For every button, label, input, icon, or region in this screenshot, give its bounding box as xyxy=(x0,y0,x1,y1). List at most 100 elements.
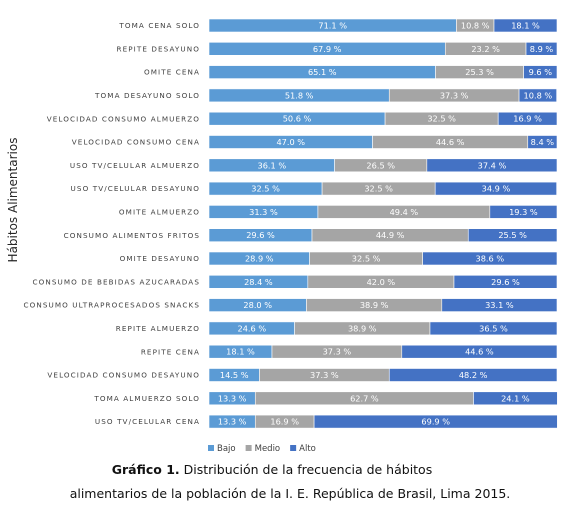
data-label: 18.1 % xyxy=(511,21,540,31)
category-label: VELOCIDAD CONSUMO DESAYUNO xyxy=(47,371,200,380)
data-label: 34.9 % xyxy=(482,184,511,194)
caption-label: Gráfico 1. xyxy=(111,462,180,477)
bar-segment-alto xyxy=(518,88,557,103)
bar-segment-alto xyxy=(426,158,558,173)
data-label: 9.6 % xyxy=(529,67,553,77)
category-label: OMITE CENA xyxy=(144,68,200,77)
data-label: 13.3 % xyxy=(218,393,247,403)
caption-text-1: Distribución de la frecuencia de hábitos xyxy=(183,462,433,477)
data-label: 26.5 % xyxy=(366,160,395,170)
data-label: 24.6 % xyxy=(237,323,266,333)
data-label: 28.0 % xyxy=(243,300,272,310)
data-label: 44.6 % xyxy=(465,347,494,357)
data-label: 13.3 % xyxy=(218,417,247,427)
data-label: 38.6 % xyxy=(476,254,505,264)
data-label: 36.5 % xyxy=(479,323,508,333)
data-label: 8.9 % xyxy=(530,44,554,54)
data-label: 37.3 % xyxy=(440,90,469,100)
bar-segment-alto xyxy=(388,368,558,382)
category-label: VELOCIDAD CONSUMO ALMUERZO xyxy=(47,114,200,123)
data-label: 10.8 % xyxy=(461,21,490,31)
bar-segment-alto xyxy=(493,18,558,33)
bar-segment-alto xyxy=(467,228,558,242)
data-label: 19.3 % xyxy=(509,207,538,217)
data-label: 37.4 % xyxy=(478,160,507,170)
category-label: USO TV/CELULAR CENA xyxy=(95,417,200,426)
data-label: 29.6 % xyxy=(491,277,520,287)
data-label: 28.4 % xyxy=(244,277,273,287)
data-label: 14.5 % xyxy=(220,370,249,380)
bar-segment-alto xyxy=(401,344,558,359)
stacked-bar-chart: Hábitos Alimentarios 71.1 % 10.8 % 18.1 % 6… xyxy=(6,18,558,454)
chart-svg: Hábitos Alimentarios 71.1 % 10.8 % 18.1 % 6… xyxy=(6,18,558,454)
bar-segment-alto xyxy=(497,111,558,126)
figure-caption-line2: alimentarios de la población de la I. E.… xyxy=(8,486,564,501)
data-label: 33.1 % xyxy=(485,300,514,310)
caption-text-2: alimentarios de la población de la I. E.… xyxy=(69,486,511,501)
bar-segment-alto xyxy=(489,205,558,219)
category-label: VELOCIDAD CONSUMO CENA xyxy=(72,138,200,147)
data-label: 25.3 % xyxy=(465,67,494,77)
data-label: 67.9 % xyxy=(313,44,342,54)
data-label: 51.8 % xyxy=(285,90,314,100)
data-label: 32.5 % xyxy=(352,254,381,264)
bar-segment-alto xyxy=(527,135,558,149)
figure-caption-line1: Gráfico 1. Distribución de la frecuencia… xyxy=(0,462,554,477)
category-label: TOMA DESAYUNO SOLO xyxy=(94,91,200,100)
bar-segment-alto xyxy=(313,414,558,429)
category-label: REPITE CENA xyxy=(141,347,200,356)
data-label: 16.9 % xyxy=(513,114,542,124)
bar-segment-alto xyxy=(473,391,558,406)
data-label: 50.6 % xyxy=(283,114,312,124)
y-axis-title-group: Hábitos Alimentarios xyxy=(6,138,20,263)
data-label: 10.8 % xyxy=(524,90,553,100)
category-label: OMITE ALMUERZO xyxy=(119,208,200,217)
legend-label-medio: Medio xyxy=(255,444,281,454)
data-label: 36.1 % xyxy=(258,160,287,170)
data-label: 16.9 % xyxy=(270,417,299,427)
data-label: 71.1 % xyxy=(318,21,347,31)
bar-segment-alto xyxy=(422,251,558,266)
data-label: 28.9 % xyxy=(245,254,274,264)
data-label: 48.2 % xyxy=(459,370,488,380)
category-label: TOMA CENA SOLO xyxy=(118,21,200,30)
legend-label-bajo: Bajo xyxy=(217,444,236,454)
bar-segment-alto xyxy=(429,321,558,336)
data-label: 42.0 % xyxy=(367,277,396,287)
category-label: OMITE DESAYUNO xyxy=(120,254,200,263)
category-label: REPITE DESAYUNO xyxy=(116,44,200,53)
legend-swatch-alto xyxy=(290,445,297,451)
legend: Bajo Medio Alto xyxy=(208,444,316,454)
data-label: 32.5 % xyxy=(427,114,456,124)
data-label: 8.4 % xyxy=(531,137,555,147)
data-label: 31.3 % xyxy=(249,207,278,217)
data-label: 37.3 % xyxy=(310,370,339,380)
bar-segment-alto xyxy=(441,298,558,312)
bars-group: 71.1 % 10.8 % 18.1 % 67.9 % 23.2 % 8.9 % 65.1 … xyxy=(208,18,558,429)
data-label: 25.5 % xyxy=(498,230,527,240)
data-label: 44.6 % xyxy=(436,137,465,147)
data-label: 47.0 % xyxy=(276,137,305,147)
data-label: 62.7 % xyxy=(350,393,379,403)
category-label: REPITE ALMUERZO xyxy=(116,324,200,333)
category-label: CONSUMO DE BEBIDAS AZUCARADAS xyxy=(32,277,200,286)
data-label: 37.3 % xyxy=(323,347,352,357)
data-label: 44.9 % xyxy=(376,230,405,240)
category-label: USO TV/CELULAR DESAYUNO xyxy=(71,184,200,193)
bar-segment-alto xyxy=(525,41,558,56)
data-label: 23.2 % xyxy=(471,44,500,54)
data-label: 18.1 % xyxy=(226,347,255,357)
data-label: 49.4 % xyxy=(390,207,419,217)
bar-segment-alto xyxy=(453,274,558,289)
data-label: 24.1 % xyxy=(501,393,530,403)
category-label: USO TV/CELULAR ALMUERZO xyxy=(70,161,200,170)
data-label: 65.1 % xyxy=(308,67,337,77)
category-labels-group: TOMA CENA SOLO REPITE DESAYUNO OMITE CENA T… xyxy=(23,21,200,426)
category-label: CONSUMO ALIMENTOS FRITOS xyxy=(64,231,200,240)
bar-segment-alto xyxy=(523,65,558,79)
data-label: 29.6 % xyxy=(246,230,275,240)
data-label: 38.9 % xyxy=(360,300,389,310)
data-label: 38.9 % xyxy=(348,323,377,333)
legend-label-alto: Alto xyxy=(299,444,316,454)
data-label: 69.9 % xyxy=(421,417,450,427)
